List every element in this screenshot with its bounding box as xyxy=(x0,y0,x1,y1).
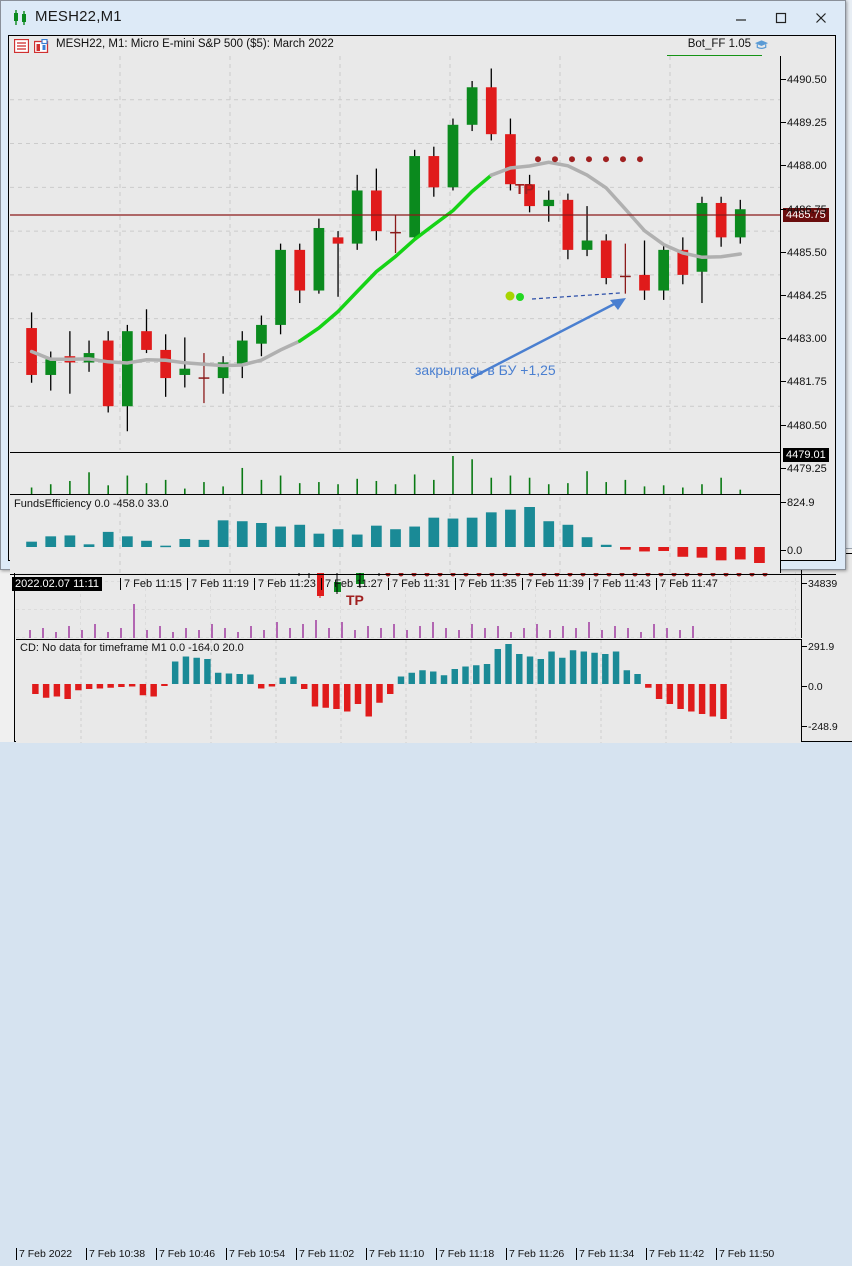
lower-time-tick-7: 7 Feb 11:26 xyxy=(506,1248,565,1260)
lower-time-tick-5: 7 Feb 11:10 xyxy=(366,1248,425,1260)
lower-time-scale[interactable]: 7 Feb 2022 7 Feb 10:38 7 Feb 10:46 7 Feb 10… xyxy=(14,1246,852,1266)
cd-scale-tick-2: -248.9 xyxy=(802,721,838,733)
time-cursor-label: 2022.02.07 11:11 xyxy=(12,577,103,591)
expert-advisor-label: Bot_FF 1.05 xyxy=(687,38,751,50)
lower-time-tick-8: 7 Feb 11:34 xyxy=(576,1248,635,1260)
funds-efficiency-pane[interactable]: FundsEfficiency 0.0 -458.0 33.0 xyxy=(10,497,780,573)
sub-scale-tick-2 xyxy=(781,557,787,569)
lower-time-tick-3: 7 Feb 10:54 xyxy=(226,1248,286,1260)
chart-window[interactable]: MESH22,M1 xyxy=(0,0,846,591)
time-tick-0: 7 Feb 11:15 xyxy=(120,578,182,590)
price-chart-svg xyxy=(10,56,780,450)
price-tick-4: 4485.50 xyxy=(781,247,827,259)
sub-scale-tick-0: 824.9 xyxy=(781,497,815,509)
trade-note: закрылась в БУ +1,25 xyxy=(415,362,556,378)
window-controls xyxy=(721,5,841,30)
cd-scale-tick-1: 0.0 xyxy=(802,681,823,693)
lower-time-tick-0: 7 Feb 2022 xyxy=(16,1248,73,1260)
tp-label: TP xyxy=(515,181,535,198)
volume-pane[interactable] xyxy=(10,452,780,495)
minimize-button[interactable] xyxy=(721,5,761,30)
cd-pane-title: CD: No data for timeframe M1 0.0 -164.0 … xyxy=(20,642,244,654)
time-tick-2: 7 Feb 11:23 xyxy=(254,578,316,590)
price-tick-6: 4483.00 xyxy=(781,333,827,345)
price-tick-3: 4486.75 xyxy=(781,204,827,216)
chart-candles-icon xyxy=(12,10,29,25)
close-button[interactable] xyxy=(801,5,841,30)
price-tick-2: 4488.00 xyxy=(781,160,827,172)
chart-header: MESH22, M1: Micro E-mini S&P 500 ($5): M… xyxy=(9,36,835,56)
window-title: MESH22,M1 xyxy=(35,8,122,25)
cd-scale-tick-0: 291.9 xyxy=(802,641,834,653)
lower-price-scale[interactable]: 34839 xyxy=(801,554,852,638)
lower-time-tick-1: 7 Feb 10:38 xyxy=(86,1248,146,1260)
chart-template-icon[interactable] xyxy=(33,38,49,54)
last-price-label: 4479.01 xyxy=(783,448,829,462)
price-tick-1: 4489.25 xyxy=(781,117,827,129)
cd-indicator-pane[interactable]: CD: No data for timeframe M1 0.0 -164.0 … xyxy=(16,639,801,743)
time-tick-3: 7 Feb 11:27 xyxy=(321,578,383,590)
data-window-icon[interactable] xyxy=(13,38,30,54)
expert-advisor-icon[interactable] xyxy=(754,38,769,52)
bid-price-label: 4485.75 xyxy=(783,208,829,222)
price-pane[interactable]: TP закрылась в БУ +1,25 xyxy=(10,56,780,450)
price-tick-5: 4484.25 xyxy=(781,290,827,302)
time-tick-5: 7 Feb 11:35 xyxy=(455,578,517,590)
time-tick-4: 7 Feb 11:31 xyxy=(388,578,450,590)
price-tick-0: 4490.50 xyxy=(781,74,827,86)
funds-efficiency-title: FundsEfficiency 0.0 -458.0 33.0 xyxy=(14,498,169,510)
lower-time-tick-6: 7 Feb 11:18 xyxy=(436,1248,495,1260)
time-tick-8: 7 Feb 11:47 xyxy=(656,578,718,590)
time-tick-6: 7 Feb 11:39 xyxy=(522,578,584,590)
chart-symbol-label: MESH22, M1: Micro E-mini S&P 500 ($5): M… xyxy=(56,38,334,50)
chart-client-area[interactable]: MESH22, M1: Micro E-mini S&P 500 ($5): M… xyxy=(8,35,836,591)
lower-scale-tick-0: 34839 xyxy=(802,578,837,590)
price-tick-9: 4479.25 xyxy=(781,463,827,475)
time-scale[interactable]: 2022.02.07 11:11 7 Feb 11:15 7 Feb 11:19 7… xyxy=(10,574,836,593)
lower-tp-label: TP xyxy=(346,592,364,608)
price-scale[interactable]: 4485.75 4479.01 824.9 0.0 4490.50 4489.25… xyxy=(780,56,836,573)
sub-scale-tick-1: 0.0 xyxy=(781,545,802,557)
volume-svg xyxy=(10,453,780,494)
price-tick-7: 4481.75 xyxy=(781,376,827,388)
funds-efficiency-svg xyxy=(10,497,780,573)
time-tick-7: 7 Feb 11:43 xyxy=(589,578,651,590)
maximize-button[interactable] xyxy=(761,5,801,30)
cd-svg xyxy=(16,640,801,743)
lower-time-tick-9: 7 Feb 11:42 xyxy=(646,1248,705,1260)
lower-time-tick-4: 7 Feb 11:02 xyxy=(296,1248,355,1260)
price-tick-8: 4480.50 xyxy=(781,420,827,432)
time-tick-1: 7 Feb 11:19 xyxy=(187,578,249,590)
window-titlebar[interactable]: MESH22,M1 xyxy=(1,1,845,34)
lower-time-tick-10: 7 Feb 11:50 xyxy=(716,1248,775,1260)
cd-scale[interactable]: 291.9 0.0 -248.9 xyxy=(801,639,852,742)
lower-time-tick-2: 7 Feb 10:46 xyxy=(156,1248,216,1260)
